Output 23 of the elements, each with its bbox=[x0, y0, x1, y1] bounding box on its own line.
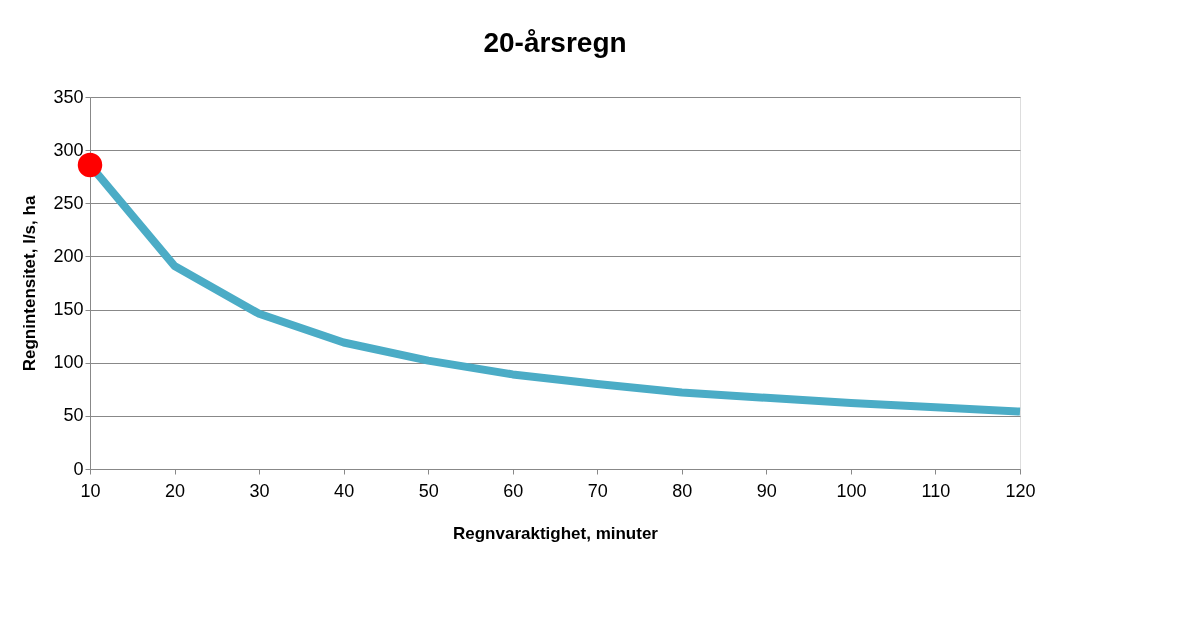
y-tick-label: 350 bbox=[53, 86, 84, 107]
x-tick-label: 90 bbox=[756, 480, 777, 501]
y-tick-label: 150 bbox=[53, 299, 84, 320]
x-tick-label: 30 bbox=[249, 480, 270, 501]
x-tick-label: 10 bbox=[80, 480, 101, 501]
x-tick-label: 20 bbox=[165, 480, 186, 501]
y-axis-title: Regnintensitet, l/s, ha bbox=[20, 195, 40, 372]
y-tick-label: 250 bbox=[53, 192, 84, 213]
x-tick-label: 70 bbox=[587, 480, 608, 501]
x-tick-label: 110 bbox=[921, 480, 951, 501]
y-tick-label: 100 bbox=[53, 352, 84, 373]
x-tick-label: 50 bbox=[418, 480, 439, 501]
y-tick-label: 50 bbox=[63, 405, 84, 426]
chart-title: 20-årsregn bbox=[483, 27, 627, 58]
y-tick-label: 0 bbox=[73, 458, 84, 479]
x-tick-label: 40 bbox=[334, 480, 355, 501]
x-tick-label: 60 bbox=[503, 480, 524, 501]
y-tick-label: 200 bbox=[53, 245, 84, 266]
x-tick-label: 120 bbox=[1005, 480, 1036, 501]
y-tick-label: 300 bbox=[53, 139, 84, 160]
x-tick-label: 100 bbox=[836, 480, 867, 501]
x-axis-title: Regnvaraktighet, minuter bbox=[453, 523, 659, 543]
x-tick-label: 80 bbox=[672, 480, 693, 501]
